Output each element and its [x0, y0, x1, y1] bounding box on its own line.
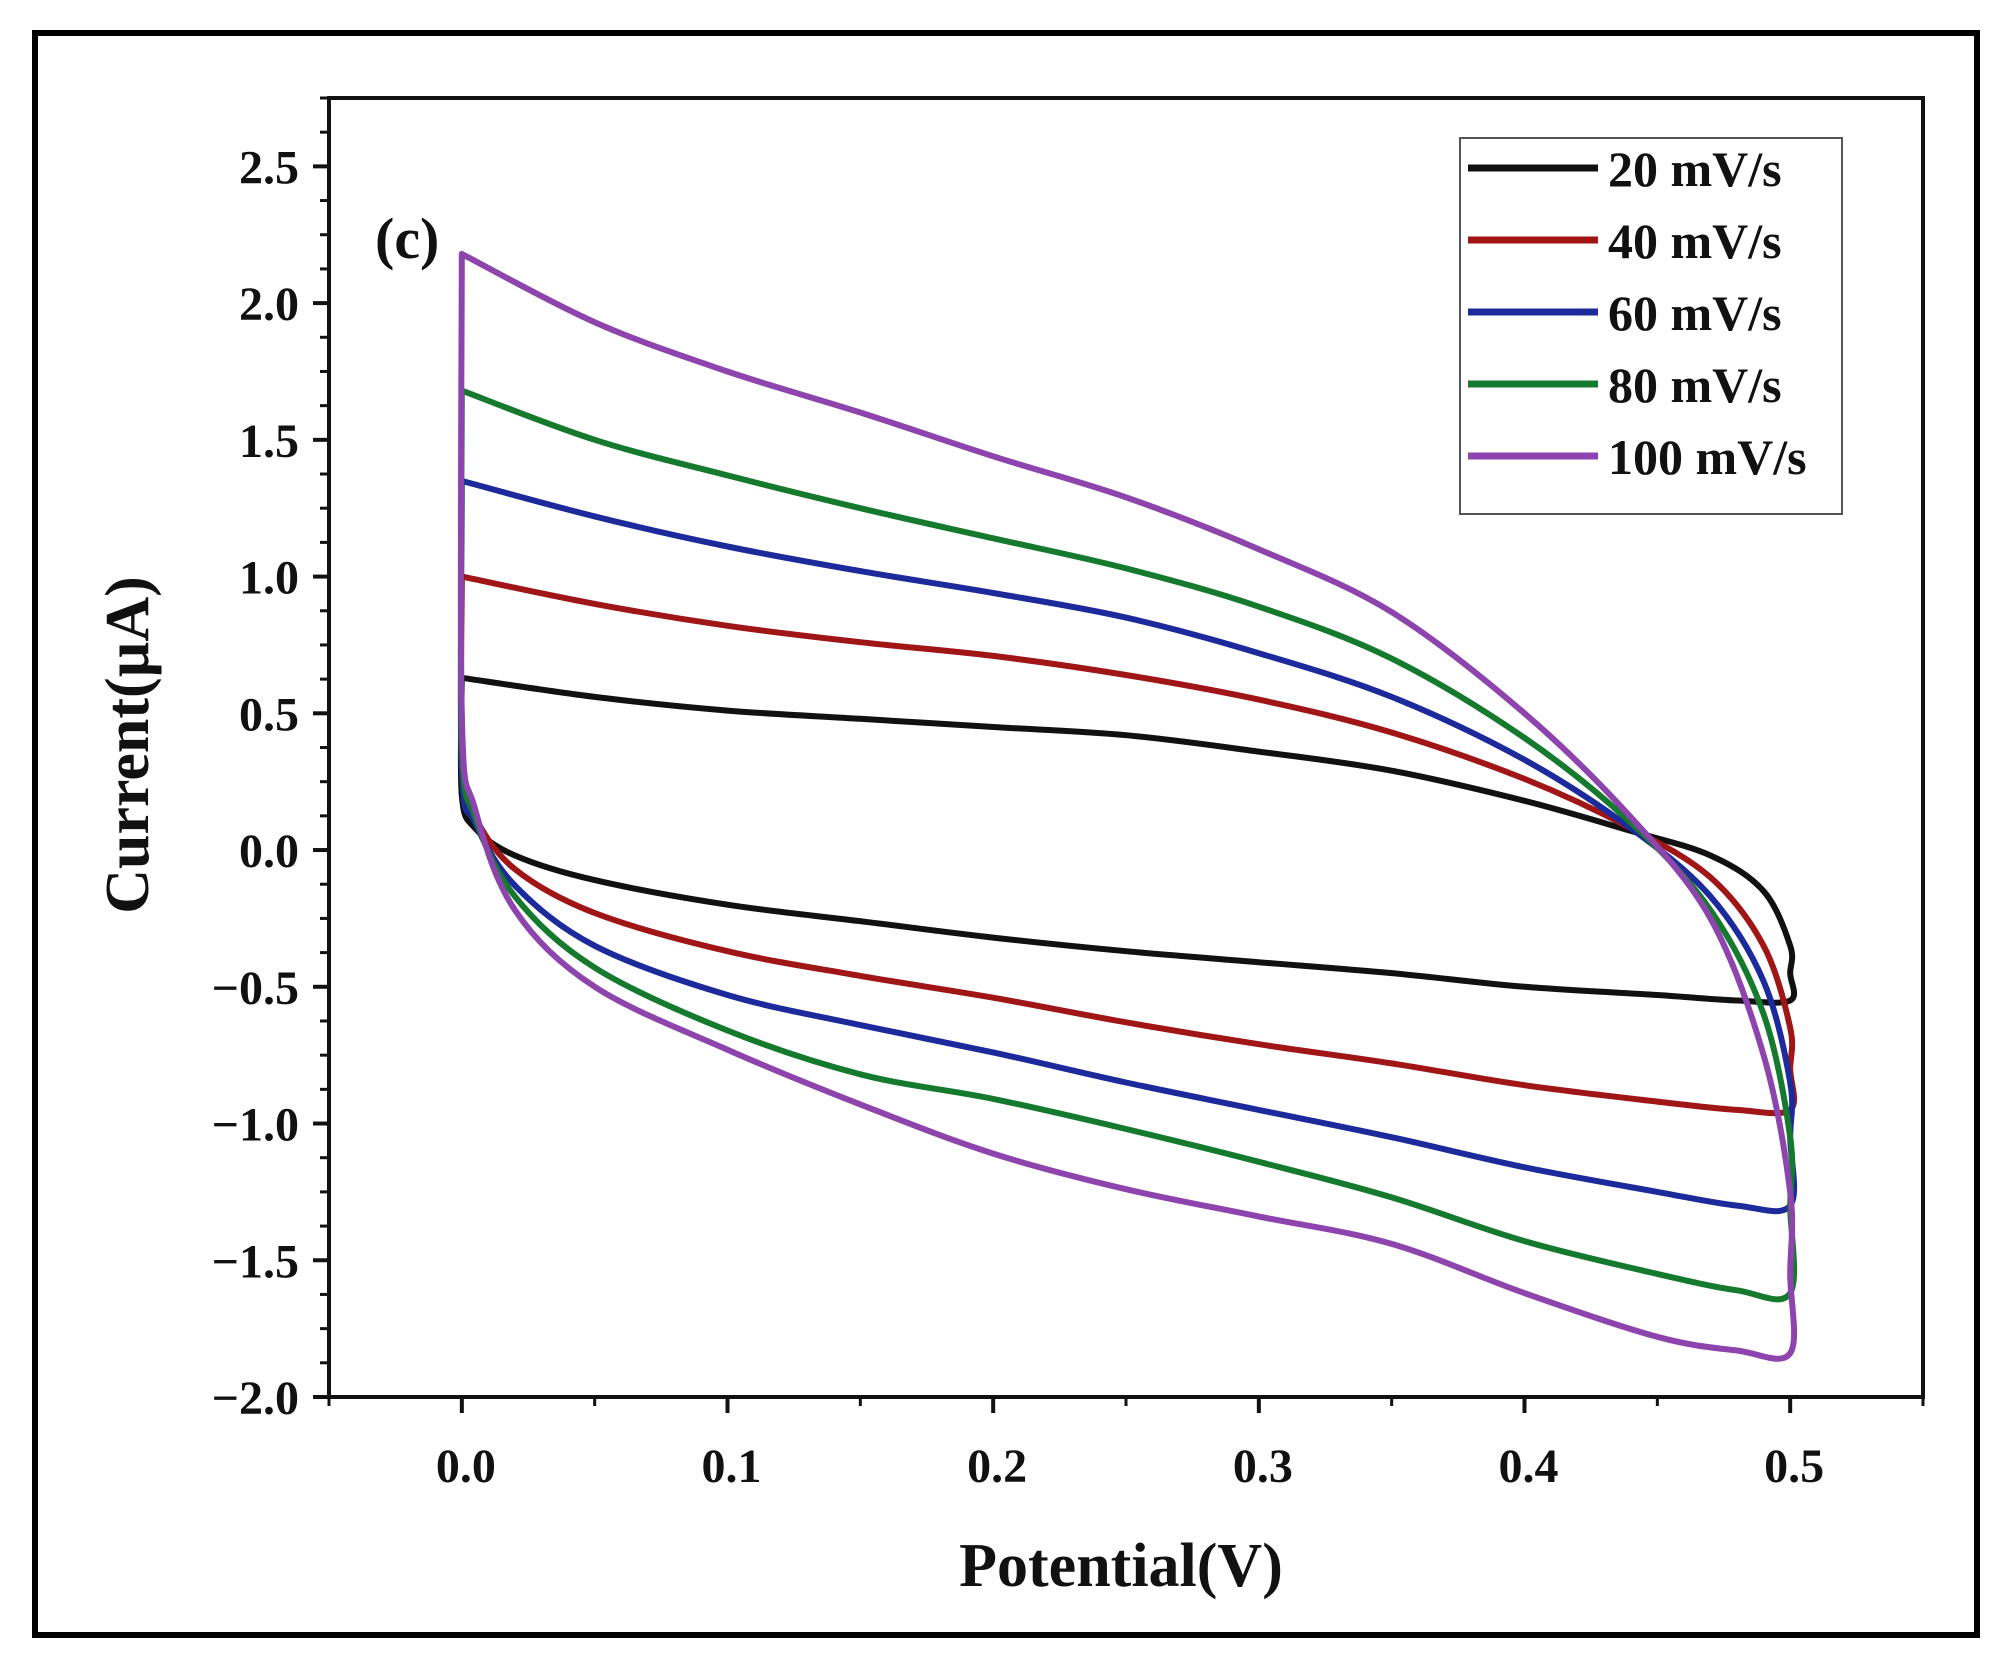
series-line	[457, 387, 1798, 1303]
x-tick-label: 0.1	[702, 1440, 762, 1493]
series-line	[457, 573, 1798, 1117]
figure-frame	[32, 30, 1980, 1638]
y-tick-label: −2.0	[212, 1372, 299, 1425]
series-line	[457, 674, 1798, 1006]
legend-label: 40 mV/s	[1608, 213, 1782, 269]
y-tick-label: −1.5	[212, 1235, 299, 1288]
y-tick-label: 2.0	[239, 278, 299, 331]
x-tick-label: 0.0	[436, 1440, 496, 1493]
x-tick-label: 0.3	[1233, 1440, 1293, 1493]
plot-area	[327, 96, 1925, 1399]
x-tick-label: 0.2	[967, 1440, 1027, 1493]
legend-box	[1459, 137, 1843, 515]
y-tick-label: −1.0	[212, 1099, 299, 1152]
legend-label: 80 mV/s	[1608, 357, 1782, 413]
legend: 20 mV/s 40 mV/s 60 mV/s 80 mV/s 100 mV/s	[1459, 137, 1843, 515]
series-line	[457, 477, 1798, 1215]
y-tick-label: 1.0	[239, 552, 299, 605]
legend-label: 100 mV/s	[1608, 429, 1807, 485]
legend-label: 20 mV/s	[1608, 141, 1782, 197]
y-axis-label: Current(µA)	[94, 576, 162, 914]
y-tick-label: 1.5	[239, 415, 299, 468]
legend-label: 60 mV/s	[1608, 285, 1782, 341]
plot-layer	[457, 250, 1798, 1362]
y-tick-label: −0.5	[212, 962, 299, 1015]
y-tick-label: 0.5	[239, 688, 299, 741]
x-tick-label: 0.4	[1499, 1440, 1559, 1493]
y-tick-label: 2.5	[239, 141, 299, 194]
x-axis-label: Potential(V)	[959, 1532, 1283, 1600]
ticks-layer: 0.0 0.1 0.2 0.3 0.4 0.5 −2.0 −1.5 −1.0 −0.5 0.0 0.5…	[212, 96, 1925, 1493]
y-tick-label: 0.0	[239, 825, 299, 878]
panel-label: (c)	[375, 206, 439, 271]
x-tick-label: 0.5	[1764, 1440, 1824, 1493]
series-line	[457, 250, 1798, 1362]
